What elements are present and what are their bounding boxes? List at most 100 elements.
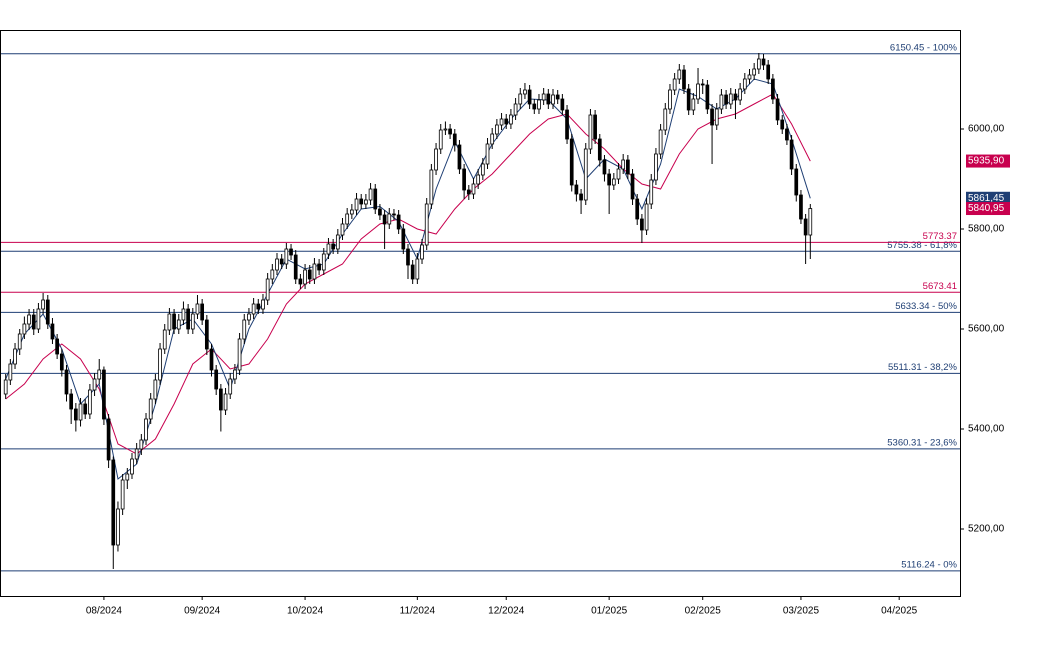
candle-body — [340, 223, 345, 236]
y-tick-label: 5400,00 — [968, 424, 1005, 435]
candle-body — [728, 93, 733, 105]
candle-body — [88, 389, 92, 415]
candle-body — [237, 338, 242, 371]
candle-body — [153, 379, 158, 400]
candle-body — [611, 178, 616, 186]
candle-body — [644, 203, 649, 231]
candle-body — [242, 319, 247, 340]
candle-body — [588, 114, 593, 150]
candle-body — [22, 323, 27, 335]
x-tick-label: 12/2024 — [488, 606, 525, 617]
candle-body — [789, 139, 794, 170]
candle-body — [8, 363, 13, 381]
candle-body — [593, 114, 597, 140]
candle-body — [654, 153, 658, 181]
candle-body — [579, 193, 583, 201]
candle-body — [780, 119, 785, 130]
price-tag-label: 5840,95 — [968, 203, 1005, 214]
price-tag-label: 5861,45 — [968, 193, 1005, 204]
candle-body — [176, 319, 181, 330]
candle-body — [251, 303, 256, 315]
candle-body — [354, 198, 359, 211]
candle-body — [462, 168, 466, 191]
x-tick-label: 01/2025 — [591, 606, 628, 617]
candle-body — [209, 348, 214, 371]
candle-body — [476, 174, 481, 185]
candle-body — [714, 108, 719, 126]
candle-body — [410, 264, 415, 280]
candle-body — [799, 194, 803, 220]
candle-body — [335, 234, 340, 250]
candle-body — [700, 83, 705, 86]
candle-body — [513, 103, 518, 116]
candle-body — [31, 314, 36, 330]
candle-body — [719, 94, 724, 110]
candle-body — [597, 138, 602, 161]
candle-body — [794, 168, 799, 196]
candle-body — [691, 98, 696, 111]
candle-body — [527, 89, 532, 105]
candle-body — [3, 379, 8, 395]
candle-body — [293, 254, 298, 280]
candle-body — [415, 258, 420, 280]
candle-body — [387, 213, 392, 225]
candle-body — [382, 214, 387, 225]
candle-body — [275, 258, 279, 271]
candle-body — [284, 248, 289, 265]
candle-body — [775, 98, 780, 121]
level-label: 5633.34 - 50% — [895, 301, 957, 312]
candle-body — [130, 458, 134, 475]
candle-body — [190, 313, 195, 330]
y-tick-label: 5600,00 — [968, 324, 1005, 335]
candle-body — [223, 393, 228, 411]
candle-body — [565, 109, 569, 140]
candle-body — [523, 89, 527, 95]
candle-body — [602, 159, 607, 175]
candle-body — [705, 84, 710, 110]
candle-body — [345, 213, 350, 225]
candle-body — [443, 128, 448, 131]
candle-body — [448, 128, 452, 135]
level-label: 5116.24 - 0% — [901, 559, 957, 570]
candle-body — [378, 208, 382, 216]
x-tick-label: 10/2024 — [287, 606, 324, 617]
candle-body — [551, 94, 555, 105]
x-tick-label: 04/2025 — [881, 606, 918, 617]
candle-body — [116, 508, 120, 546]
candle-body — [406, 248, 410, 266]
candle-body — [420, 244, 424, 260]
candle-body — [92, 378, 97, 391]
price-tag — [966, 191, 1010, 205]
price-tag — [966, 154, 1010, 168]
candle-body — [668, 89, 672, 110]
candle-body — [162, 329, 167, 350]
candle-body — [172, 313, 176, 330]
candle-body — [696, 83, 700, 100]
price-tag-label: 5935,90 — [968, 156, 1005, 167]
candle-body — [64, 369, 69, 395]
candle-body — [303, 269, 307, 285]
candle-body — [317, 263, 321, 271]
candle-body — [555, 94, 560, 100]
candle-body — [424, 203, 429, 246]
candle-body — [626, 159, 630, 175]
y-tick-label: 5800,00 — [968, 224, 1005, 235]
candle-body — [247, 313, 251, 321]
plot-frame — [0, 30, 961, 597]
candle-body — [106, 418, 111, 461]
candle-body — [401, 228, 406, 250]
candle-body — [583, 148, 588, 201]
candle-body — [36, 308, 41, 330]
candle-body — [368, 188, 373, 201]
candle-body — [298, 278, 303, 285]
candle-body — [321, 253, 326, 271]
candle-body — [560, 98, 565, 111]
level-label: 6150.45 - 100% — [890, 42, 958, 53]
y-tick-label: 6000,00 — [968, 124, 1005, 135]
candle-body — [45, 299, 50, 325]
candle-body — [541, 93, 546, 101]
x-tick-label: 03/2025 — [783, 606, 820, 617]
candle-body — [219, 388, 223, 411]
candle-body — [457, 144, 462, 170]
candle-body — [350, 209, 354, 215]
